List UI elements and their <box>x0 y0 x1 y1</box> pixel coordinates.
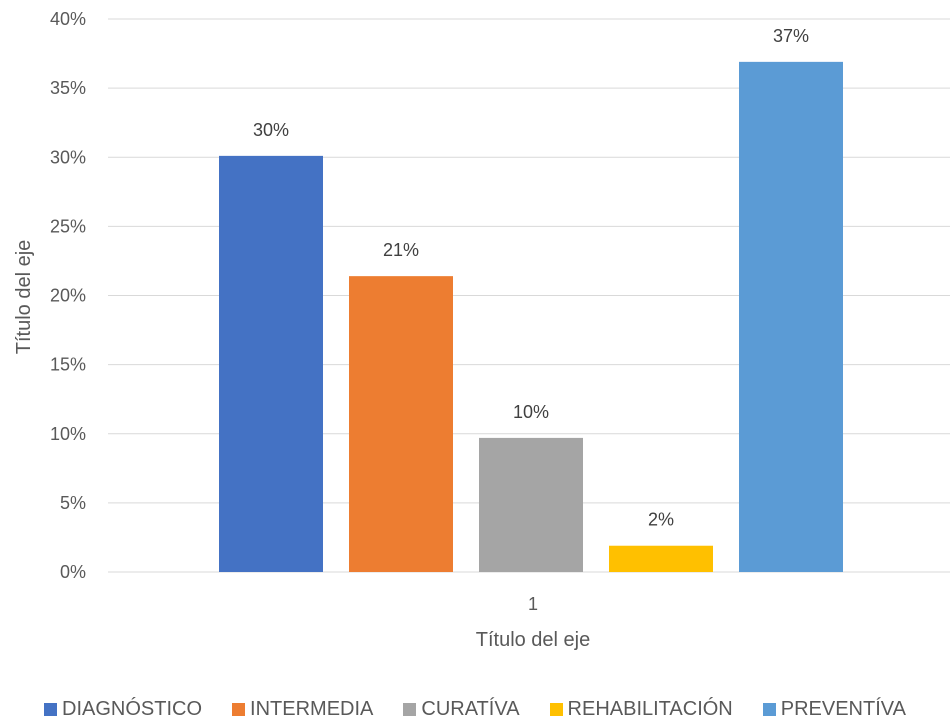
legend-item: PREVENTÍVA <box>762 698 906 721</box>
legend-item: CURATÍVA <box>403 698 520 721</box>
legend-swatch <box>232 703 246 716</box>
legend-label: DIAGNÓSTICO <box>62 698 203 720</box>
y-axis-title: Título del eje <box>13 240 35 355</box>
legend-label: CURATÍVA <box>421 698 520 720</box>
y-tick-label: 10% <box>50 424 86 444</box>
legend-swatch <box>44 703 58 716</box>
bar <box>609 545 713 572</box>
x-tick-label: 1 <box>528 594 538 614</box>
data-label: 37% <box>773 26 809 46</box>
x-axis-title: Título del eje <box>476 629 591 651</box>
data-label: 2% <box>648 510 674 530</box>
legend-label: INTERMEDIA <box>250 698 374 720</box>
y-tick-label: 20% <box>50 286 86 306</box>
y-tick-label: 0% <box>60 562 86 582</box>
legend-label: PREVENTÍVA <box>780 698 906 720</box>
y-tick-label: 15% <box>50 355 86 375</box>
data-label: 21% <box>383 240 419 260</box>
legend-swatch <box>549 703 563 716</box>
y-tick-label: 30% <box>50 147 86 167</box>
legend-item: DIAGNÓSTICO <box>44 698 202 721</box>
legend-swatch <box>762 703 776 716</box>
legend-label: REHABILITACIÓN <box>567 698 733 720</box>
legend-swatch <box>403 703 417 716</box>
bar <box>479 437 583 572</box>
legend-item: REHABILITACIÓN <box>549 698 733 721</box>
y-tick-label: 35% <box>50 78 86 98</box>
bar <box>739 61 843 573</box>
y-tick-label: 5% <box>60 493 86 513</box>
bars <box>219 61 843 573</box>
data-labels: 30% 21% 10% 2% 37% <box>253 26 809 530</box>
legend: DIAGNÓSTICO INTERMEDIA CURATÍVA REHABILI… <box>0 698 950 721</box>
data-label: 10% <box>513 402 549 422</box>
bar <box>349 276 453 572</box>
data-label: 30% <box>253 120 289 140</box>
y-tick-label: 40% <box>50 9 86 29</box>
y-tick-label: 25% <box>50 216 86 236</box>
bar <box>219 155 323 572</box>
bar-chart: 0% 5% 10% 15% 20% 25% 30% 35% 40% 30% 21% 10% 2% 37%… <box>13 9 950 651</box>
y-tick-labels: 0% 5% 10% 15% 20% 25% 30% 35% 40% <box>50 9 86 582</box>
legend-item: INTERMEDIA <box>232 698 373 721</box>
